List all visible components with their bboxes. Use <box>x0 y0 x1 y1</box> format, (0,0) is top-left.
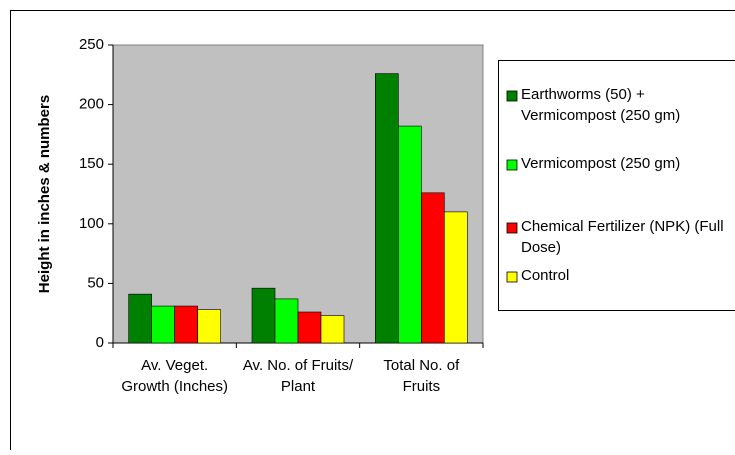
y-tick-label: 200 <box>79 96 104 113</box>
legend-swatch <box>507 91 517 101</box>
bar <box>375 74 398 343</box>
bar <box>252 288 275 343</box>
legend-label-box: Control <box>521 265 735 315</box>
y-axis-title: Height in inches & numbers <box>36 95 53 293</box>
y-tick-label: 0 <box>96 334 104 351</box>
x-tick-label: Av. Veget. Growth (Inches) <box>119 355 230 397</box>
legend-label-box: Vermicompost (250 gm) <box>521 153 735 203</box>
bar <box>198 310 221 343</box>
y-tick-label: 150 <box>79 155 104 172</box>
legend-label: Control <box>521 265 735 286</box>
legend-label-box: Earthworms (50) + Vermicompost (250 gm) <box>521 84 735 134</box>
legend-label: Chemical Fertilizer (NPK) (Full Dose) <box>521 216 735 258</box>
legend-label: Vermicompost (250 gm) <box>521 153 735 174</box>
bar <box>398 126 421 343</box>
x-tick-label: Av. No. of Fruits/ Plant <box>242 355 353 397</box>
x-tick-label-box: Av. Veget. Growth (Inches) <box>119 355 230 435</box>
bar <box>129 294 152 343</box>
bar <box>298 312 321 343</box>
y-tick-label: 100 <box>79 215 104 232</box>
bar <box>321 316 344 343</box>
legend-swatch <box>507 272 517 282</box>
y-tick-label: 250 <box>79 36 104 53</box>
y-tick-label: 50 <box>87 274 104 291</box>
bar <box>444 212 467 343</box>
legend-label-box: Chemical Fertilizer (NPK) (Full Dose) <box>521 216 735 266</box>
bar <box>275 299 298 343</box>
x-tick-label-box: Av. No. of Fruits/ Plant <box>242 355 353 435</box>
bar <box>175 306 198 343</box>
legend-swatch <box>507 223 517 233</box>
x-tick-label: Total No. of Fruits <box>366 355 477 397</box>
x-tick-label-box: Total No. of Fruits <box>366 355 477 435</box>
bar <box>152 306 175 343</box>
bar <box>421 193 444 343</box>
legend-label: Earthworms (50) + Vermicompost (250 gm) <box>521 84 735 126</box>
legend-swatch <box>507 160 517 170</box>
